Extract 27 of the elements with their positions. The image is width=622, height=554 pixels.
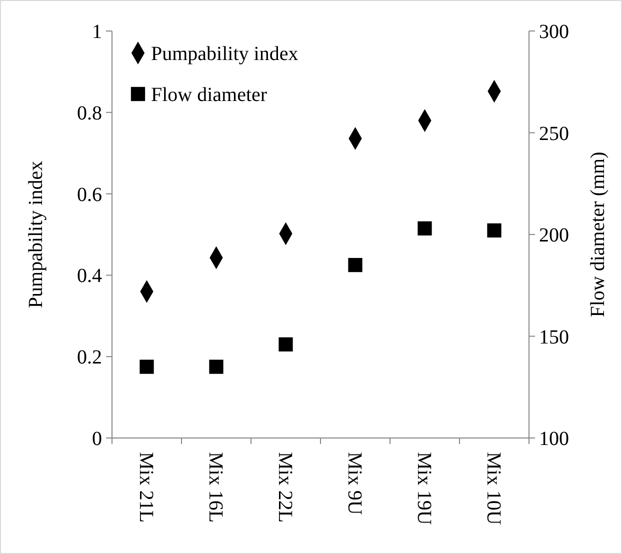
y-tick-label: 0.4	[77, 265, 102, 288]
y2-tick-label: 100	[539, 428, 569, 450]
y-tick-label: 0.2	[77, 346, 102, 369]
x-tick-label: Mix 19U	[412, 452, 435, 526]
point	[278, 337, 293, 352]
y-tick-label: 0.8	[77, 102, 102, 124]
y-tick-label: 0	[92, 428, 102, 450]
y2-tick-label: 250	[539, 122, 569, 145]
y2-tick-label: 300	[539, 21, 569, 43]
y-axis-title: Pumpability index	[25, 160, 47, 308]
point	[140, 360, 154, 374]
x-tick-label: Mix 21L	[134, 452, 157, 523]
point	[348, 258, 362, 272]
point	[487, 223, 502, 238]
x-tick-label: Mix 22L	[274, 452, 296, 523]
point	[209, 360, 224, 374]
x-tick-label: Mix 9U	[343, 452, 366, 516]
point	[418, 221, 432, 236]
y-tick-label: 1	[92, 21, 102, 43]
y2-tick-label: 200	[539, 224, 569, 246]
y2-tick-label: 150	[539, 326, 569, 348]
legend-label: Flow diameter	[151, 84, 268, 106]
legend-label: Pumpability index	[151, 43, 298, 65]
y2-axis-title: Flow diameter (mm)	[587, 152, 609, 318]
x-tick-label: Mix 10U	[482, 452, 504, 526]
y-tick-label: 0.6	[77, 184, 102, 206]
x-tick-label: Mix 16L	[204, 452, 226, 523]
